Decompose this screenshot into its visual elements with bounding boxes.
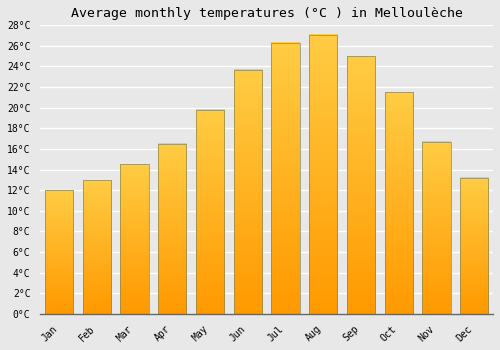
- Bar: [82, 180, 111, 314]
- Title: Average monthly temperatures (°C ) in Melloulèche: Average monthly temperatures (°C ) in Me…: [70, 7, 462, 20]
- Bar: [234, 70, 262, 314]
- Bar: [384, 92, 413, 314]
- Bar: [309, 35, 338, 314]
- Bar: [422, 142, 450, 314]
- Bar: [45, 190, 73, 314]
- Bar: [460, 178, 488, 314]
- Bar: [158, 144, 186, 314]
- Bar: [120, 164, 148, 314]
- Bar: [196, 110, 224, 314]
- Bar: [272, 43, 299, 314]
- Bar: [347, 56, 375, 314]
